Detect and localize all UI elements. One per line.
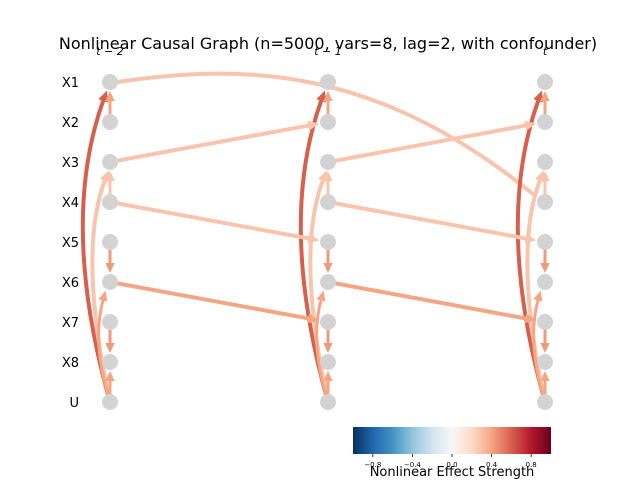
graph-node <box>102 74 118 90</box>
edge-arrowhead <box>98 90 108 103</box>
causal-edge <box>115 281 312 321</box>
graph-node <box>320 394 336 410</box>
graph-node <box>537 114 553 130</box>
graph-node <box>320 234 336 250</box>
colorbar: −0.8 −0.4 0.0 0.4 0.8 Nonlinear Effect Stren… <box>353 427 551 480</box>
edge-arrowhead <box>307 233 320 244</box>
variable-label: X7 <box>62 316 79 331</box>
graph-node <box>102 234 118 250</box>
graph-node <box>102 314 118 330</box>
edge-arrowhead <box>524 313 537 324</box>
edge-arrowhead <box>540 371 550 381</box>
edge-arrowhead <box>323 371 333 381</box>
graph-node <box>537 274 553 290</box>
edge-arrowhead <box>540 91 550 101</box>
causal-edge <box>115 201 312 241</box>
graph-node <box>102 394 118 410</box>
edge-arrowhead <box>316 90 326 103</box>
edge-arrowhead <box>105 91 115 101</box>
variable-label: X4 <box>62 196 79 211</box>
edge-arrowhead <box>307 120 320 131</box>
colorbar-label: Nonlinear Effect Strength <box>370 465 535 480</box>
causal-edge <box>333 123 529 163</box>
causal-edge <box>333 201 529 241</box>
causal-edge <box>515 97 545 397</box>
edge-arrowhead <box>524 120 537 131</box>
graph-node <box>102 274 118 290</box>
edge-arrowhead <box>98 290 108 302</box>
graph-node <box>537 74 553 90</box>
time-label: t − 1 <box>314 45 342 58</box>
variable-label: X5 <box>62 236 79 251</box>
variable-label: X8 <box>62 356 79 371</box>
variable-label: X6 <box>62 276 79 291</box>
edge-arrowhead <box>540 171 550 181</box>
causal-edge <box>298 97 328 397</box>
edge-arrowhead <box>105 263 115 273</box>
edge-arrowhead <box>533 290 543 302</box>
graph-node <box>537 234 553 250</box>
edge-arrowhead <box>307 313 320 324</box>
graph-node <box>102 354 118 370</box>
edge-arrowhead <box>540 343 550 353</box>
graph-node <box>320 114 336 130</box>
graph-node <box>537 154 553 170</box>
graph-title: Nonlinear Causal Graph (n=5000, vars=8, … <box>59 34 597 53</box>
causal-edge <box>315 297 328 396</box>
edge-arrowhead <box>105 371 115 381</box>
graph-node <box>320 354 336 370</box>
graph-node <box>102 194 118 210</box>
edge-arrowhead <box>105 343 115 353</box>
edge-arrowhead <box>316 290 326 302</box>
causal-edge <box>333 281 529 321</box>
graph-node <box>320 194 336 210</box>
causal-edge <box>97 297 110 396</box>
graph-node <box>320 74 336 90</box>
graph-node <box>320 154 336 170</box>
colorbar-tick-label: 0.4 <box>486 461 498 469</box>
edge-arrowhead <box>323 343 333 353</box>
causal-edge <box>115 123 312 163</box>
graph-node <box>320 314 336 330</box>
edge-arrowhead <box>323 263 333 273</box>
time-label: t − 2 <box>96 45 124 58</box>
edge-arrowhead <box>323 91 333 101</box>
causal-edge <box>532 297 545 396</box>
variable-label: X3 <box>62 156 79 171</box>
edge-arrowhead <box>540 263 550 273</box>
edge-arrowhead <box>524 233 537 244</box>
colorbar-tick-label: −0.4 <box>404 461 422 469</box>
variable-label: X2 <box>62 116 79 131</box>
edge-arrowhead <box>105 171 115 181</box>
graph-node <box>537 194 553 210</box>
causal-edge <box>116 71 535 196</box>
colorbar-gradient <box>353 427 551 454</box>
colorbar-tick-label: −0.8 <box>364 461 381 469</box>
graph-node <box>102 114 118 130</box>
graph-node <box>537 394 553 410</box>
graph-node <box>102 154 118 170</box>
graph-node <box>537 354 553 370</box>
variable-label: X1 <box>62 76 79 91</box>
graph-node <box>537 314 553 330</box>
colorbar-tick-label: 0.8 <box>526 461 537 469</box>
colorbar-tick-label: 0.0 <box>446 461 457 469</box>
edge-arrowhead <box>323 171 333 181</box>
time-label: t <box>543 45 548 58</box>
causal-edge <box>80 97 110 397</box>
variable-label: U <box>69 396 79 411</box>
edge-arrowhead <box>533 90 543 103</box>
graph-node <box>320 274 336 290</box>
